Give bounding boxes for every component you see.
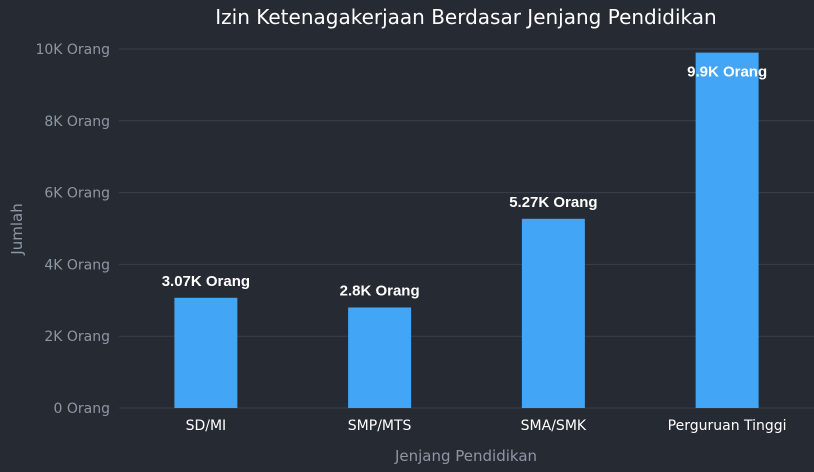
y-tick-label: 2K Orang bbox=[44, 329, 110, 345]
bar bbox=[695, 52, 759, 409]
data-labels: 3.07K Orang 2.8K Orang 5.27K Orang 9.9K Ora… bbox=[162, 64, 767, 300]
data-label: 9.9K Orang bbox=[687, 64, 767, 81]
x-category-label: Perguruan Tinggi bbox=[668, 418, 787, 434]
data-label: 5.27K Orang bbox=[509, 194, 597, 211]
bar bbox=[174, 297, 238, 408]
y-tick-label: 0 Orang bbox=[54, 401, 110, 417]
y-tick-label: 8K Orang bbox=[44, 114, 110, 130]
x-category-label: SMP/MTS bbox=[348, 418, 412, 434]
y-axis-ticks: 0 Orang 2K Orang 4K Orang 6K Orang 8K Orang 1… bbox=[35, 42, 110, 417]
bars bbox=[174, 52, 759, 409]
data-label: 2.8K Orang bbox=[340, 282, 420, 299]
x-category-label: SMA/SMK bbox=[521, 418, 587, 434]
x-axis-categories: SD/MI SMP/MTS SMA/SMK Perguruan Tinggi bbox=[186, 418, 787, 434]
bar bbox=[348, 307, 412, 408]
y-tick-label: 10K Orang bbox=[35, 42, 110, 58]
y-tick-label: 4K Orang bbox=[44, 257, 110, 273]
bar bbox=[521, 218, 585, 408]
x-axis-label: Jenjang Pendidikan bbox=[394, 447, 537, 465]
chart-title: Izin Ketenagakerjaan Berdasar Jenjang Pe… bbox=[215, 5, 716, 29]
data-label: 3.07K Orang bbox=[162, 273, 250, 290]
x-category-label: SD/MI bbox=[186, 418, 227, 434]
y-tick-label: 6K Orang bbox=[44, 186, 110, 202]
y-axis-label: Jumlah bbox=[8, 203, 26, 255]
